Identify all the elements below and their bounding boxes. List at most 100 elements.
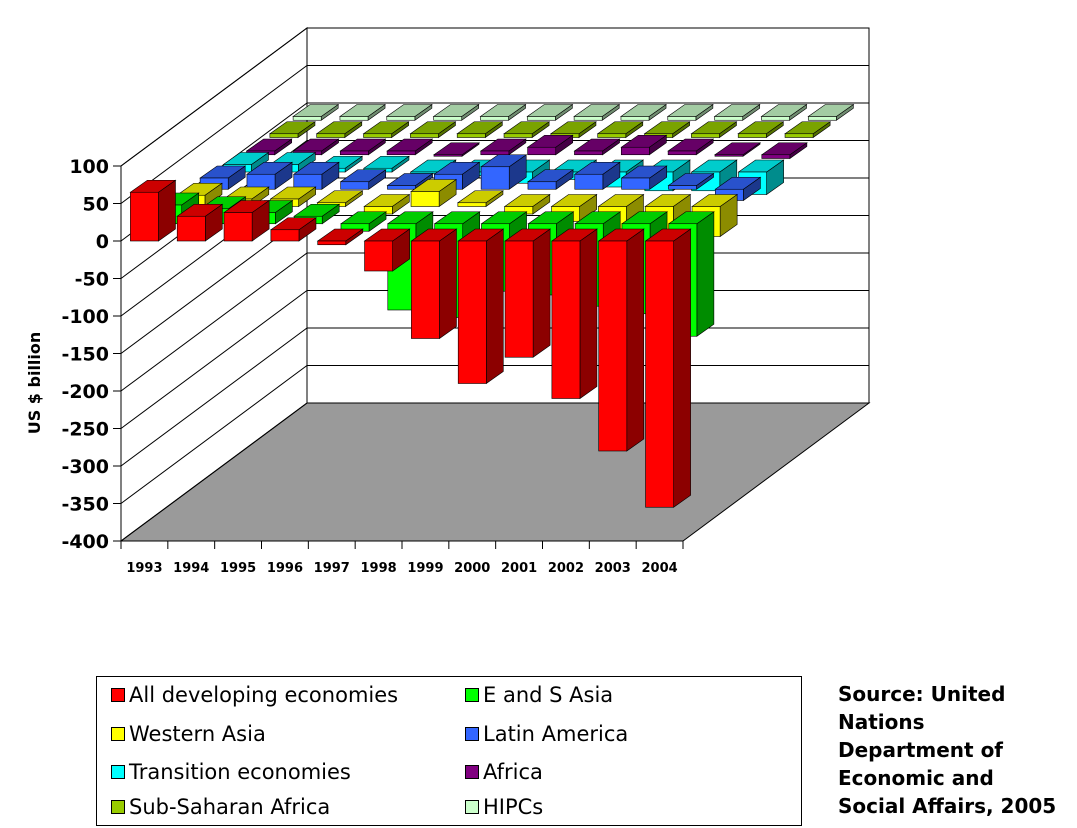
legend-item: Africa [465,757,543,787]
x-tick-label: 1999 [407,561,443,576]
bar-front [667,116,697,121]
bar [573,138,621,156]
bar-side [532,228,551,358]
gridline [120,27,869,167]
bar [479,138,527,156]
bar [597,228,645,452]
bar-front [667,150,697,156]
legend-label: All developing economies [129,683,399,707]
legend-swatch [465,765,479,779]
bar-front [527,146,557,156]
legend-swatch [465,727,479,741]
bar-front [433,116,463,121]
bar [527,169,574,190]
bar [269,217,317,242]
bar [340,211,387,232]
x-tick-label: 1994 [173,561,209,576]
bar [784,121,832,139]
y-tick-label: -350 [61,494,109,516]
bar [713,103,761,121]
x-tick-label: 2002 [548,561,584,576]
bar [223,199,271,242]
bar-front [527,181,557,190]
bar [479,103,527,121]
bar-front [176,215,206,242]
bar-side [673,228,691,508]
legend-swatch [111,765,125,779]
bar [363,193,411,215]
legend: All developing economies E and S Asia We… [96,676,802,826]
legend-item: Transition economies [111,757,351,787]
bar [526,103,574,121]
bar-front [645,240,674,508]
legend-item: E and S Asia [465,680,613,710]
bar-front [714,116,744,121]
bar-front [456,133,486,138]
legend-swatch [111,727,125,741]
x-tick-label: 1996 [267,561,303,576]
x-tick-label: 2004 [641,561,677,576]
bar [503,193,551,215]
bar [620,134,668,156]
bar [504,228,552,358]
bar [620,165,668,190]
bar-front [761,154,791,159]
y-tick-label: -200 [61,381,109,403]
bar [385,103,433,121]
bar-front [387,185,416,190]
legend-label: Africa [483,760,543,784]
bar-front [574,173,604,190]
bar-front [270,229,300,242]
chart: 100 50 0 -50 -100 -150 -200 -250 -300 -350 -400 199… [25,27,871,576]
bar [596,121,644,139]
bar-front [621,177,651,190]
bar [409,121,457,139]
bar-front [480,116,509,121]
bar [573,161,621,190]
bar-side [696,211,715,337]
bar-front [457,240,487,384]
bar [363,228,411,272]
x-tick-label: 2003 [595,561,631,576]
bar-front [269,133,299,138]
y-tick-label: 50 [83,194,109,216]
y-axis-label: US $ billion [25,332,44,435]
bar [550,228,598,400]
bar-front [340,181,370,190]
bar-front [386,150,416,156]
bar-front [480,150,510,156]
x-tick-label: 1997 [314,561,350,576]
bar-front [807,116,837,121]
bar-front [411,240,440,339]
x-tick-label: 2000 [454,561,490,576]
legend-label: Sub-Saharan Africa [129,795,331,819]
bar-front [737,133,767,138]
bar-front [339,150,369,156]
bar [503,121,551,139]
bar [526,134,574,156]
legend-item: Sub-Saharan Africa [111,792,330,822]
bar-front [551,240,581,399]
bar-front [339,116,369,121]
bar-front [761,116,790,121]
bar-front [620,116,650,121]
legend-label: Transition economies [129,760,351,784]
bar-side [579,228,598,400]
bar [457,228,505,385]
bar [362,121,410,139]
bar [760,103,808,121]
bar [246,161,293,190]
bar [386,138,434,156]
bar [315,121,363,139]
x-tick-label: 1995 [220,561,256,576]
bar-front [504,240,534,358]
legend-label: HIPCs [483,795,544,819]
bar [620,103,667,121]
bar-front [668,185,697,190]
bar [339,169,387,190]
legend-item: Latin America [465,719,628,749]
bar-front [410,191,440,207]
bar-front [292,116,322,121]
bar [644,228,692,508]
y-tick-label: -150 [61,344,109,366]
